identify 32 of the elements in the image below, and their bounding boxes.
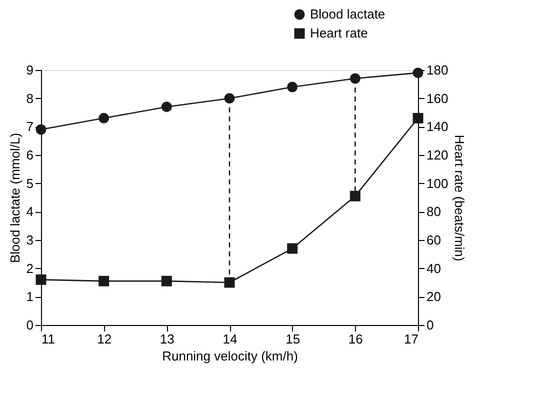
y-tick-label: 8	[26, 90, 34, 106]
y-tick-label: 0	[26, 318, 34, 332]
y-axis-title: Blood lactate (mmol/L)	[7, 132, 22, 264]
x-tick-label: 16	[348, 332, 363, 346]
legend-label: Blood lactate	[310, 6, 386, 22]
x-tick-label: 13	[160, 332, 174, 346]
y2-tick-label: 160	[426, 90, 448, 106]
y-tick-label: 4	[26, 204, 34, 220]
y2-tick-label: 60	[426, 232, 441, 248]
y-tick-label: 9	[26, 62, 34, 78]
y2-tick-label: 120	[426, 148, 448, 162]
y2-tick-label: 100	[426, 176, 448, 191]
legend-label: Heart rate	[310, 26, 368, 40]
x-tick-label: 17	[404, 332, 418, 346]
y2-tick-label: 180	[426, 62, 448, 78]
x-tick-label: 11	[42, 332, 55, 346]
y-tick-label: 6	[26, 148, 34, 162]
y-tick-label: 1	[26, 289, 34, 304]
y2-tick-label: 80	[426, 204, 441, 220]
x-tick-label: 14	[222, 332, 238, 346]
y2-tick-label: 20	[426, 289, 441, 304]
y-tick-label: 2	[26, 260, 34, 276]
y2-tick-label: 0	[426, 318, 434, 332]
y-tick-label: 7	[26, 119, 34, 134]
x-axis-title: Running velocity (km/h)	[162, 348, 298, 364]
y2-axis-title: Heart rate (beats/min)	[452, 134, 468, 262]
y-tick-label: 3	[26, 232, 34, 248]
y2-tick-label: 40	[426, 260, 441, 276]
y2-tick-label: 140	[426, 119, 448, 134]
y-tick-label: 5	[26, 176, 34, 191]
x-tick-label: 12	[97, 332, 112, 346]
x-tick-label: 15	[286, 332, 300, 346]
